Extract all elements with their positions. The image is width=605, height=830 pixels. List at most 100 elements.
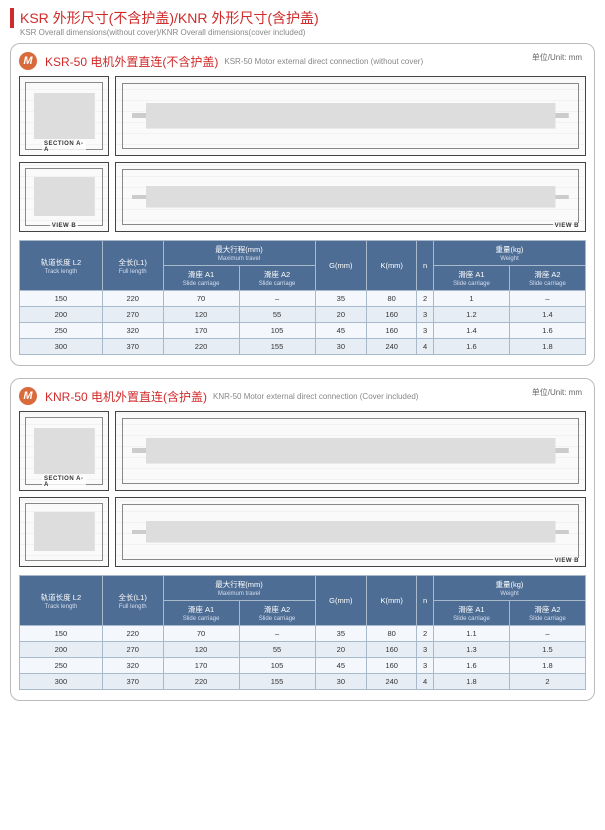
cell: 3 — [417, 642, 434, 658]
table-head: 轨道长度 L2Track length全长(L1)Full length最大行程… — [20, 576, 586, 626]
th: K(mm) — [367, 241, 417, 291]
cell: 1.8 — [509, 658, 585, 674]
drawing-top-view — [115, 411, 586, 491]
cell: 170 — [163, 323, 239, 339]
section-title-en: KSR-50 Motor external direct connection … — [224, 57, 423, 66]
table-body: 15022070–358021.1–200270120552016031.31.… — [20, 626, 586, 690]
cell: 160 — [367, 323, 417, 339]
cell: 105 — [239, 323, 315, 339]
th-group: 重量(kg)Weight — [433, 576, 585, 601]
cell: 4 — [417, 339, 434, 355]
cell: 3 — [417, 658, 434, 674]
th-group: 重量(kg)Weight — [433, 241, 585, 266]
cell: 1.4 — [433, 323, 509, 339]
cell: – — [239, 626, 315, 642]
th: n — [417, 241, 434, 291]
cell: 1.1 — [433, 626, 509, 642]
cell: 35 — [315, 291, 367, 307]
engineering-drawings: SECTION A-A VIEW B VIEW B — [19, 76, 586, 232]
cell: 1.8 — [509, 339, 585, 355]
cell: 300 — [20, 339, 103, 355]
cell: 1.6 — [433, 339, 509, 355]
cell: 220 — [163, 339, 239, 355]
page-header: KSR 外形尺寸(不含护盖)/KNR 外形尺寸(含护盖) KSR Overall… — [10, 8, 595, 37]
table-row: 15022070–358021.1– — [20, 626, 586, 642]
cell: 2 — [417, 291, 434, 307]
cell: 220 — [102, 291, 163, 307]
cell: 150 — [20, 291, 103, 307]
cell: 160 — [367, 658, 417, 674]
cell: 1.6 — [433, 658, 509, 674]
header-en: KSR Overall dimensions(without cover)/KN… — [10, 28, 595, 37]
cell: 1.6 — [509, 323, 585, 339]
section-title-en: KNR-50 Motor external direct connection … — [213, 392, 418, 401]
cell: 300 — [20, 674, 103, 690]
cell: 370 — [102, 674, 163, 690]
cell: 2 — [509, 674, 585, 690]
th: n — [417, 576, 434, 626]
cell: 240 — [367, 339, 417, 355]
cell: 3 — [417, 323, 434, 339]
drawing-iso-view: VIEW B — [115, 162, 586, 232]
header-cn: KSR 外形尺寸(不含护盖)/KNR 外形尺寸(含护盖) — [20, 8, 319, 28]
th: G(mm) — [315, 576, 367, 626]
cell: 250 — [20, 323, 103, 339]
cell: 1.4 — [509, 307, 585, 323]
cell: – — [509, 291, 585, 307]
cell: 370 — [102, 339, 163, 355]
cell: 4 — [417, 674, 434, 690]
section-title-row: M KSR-50 电机外置直连(不含护盖) KSR-50 Motor exter… — [19, 52, 586, 70]
drawing-label: VIEW B — [50, 223, 78, 229]
cell: 270 — [102, 307, 163, 323]
drawing-label: SECTION A-A — [42, 476, 86, 488]
cell: 1.3 — [433, 642, 509, 658]
drawing-section-aa: SECTION A-A — [19, 411, 109, 491]
spec-table-ksr50: 轨道长度 L2Track length全长(L1)Full length最大行程… — [19, 240, 586, 355]
th: 全长(L1)Full length — [102, 241, 163, 291]
drawing-view-b-left — [19, 497, 109, 567]
drawing-section-aa: SECTION A-A — [19, 76, 109, 156]
section-title-cn: KSR-50 电机外置直连(不含护盖) — [45, 53, 218, 70]
th-sub: 滑座 A2Slide carriage — [509, 601, 585, 626]
engineering-drawings: SECTION A-A VIEW B — [19, 411, 586, 567]
cell: 70 — [163, 291, 239, 307]
cell: 1.8 — [433, 674, 509, 690]
drawing-iso-view: VIEW B — [115, 497, 586, 567]
cell: 150 — [20, 626, 103, 642]
motor-badge-icon: M — [19, 52, 37, 70]
cell: 30 — [315, 339, 367, 355]
cell: 200 — [20, 307, 103, 323]
cell: 35 — [315, 626, 367, 642]
th: 轨道长度 L2Track length — [20, 576, 103, 626]
cell: 30 — [315, 674, 367, 690]
table-body: 15022070–358021–200270120552016031.21.42… — [20, 291, 586, 355]
cell: 80 — [367, 626, 417, 642]
cell: – — [509, 626, 585, 642]
cell: 240 — [367, 674, 417, 690]
cell: 3 — [417, 307, 434, 323]
cell: 160 — [367, 307, 417, 323]
cell: 20 — [315, 642, 367, 658]
cell: 120 — [163, 307, 239, 323]
cell: 320 — [102, 658, 163, 674]
cell: 80 — [367, 291, 417, 307]
cell: 70 — [163, 626, 239, 642]
drawing-top-view — [115, 76, 586, 156]
cell: 170 — [163, 658, 239, 674]
cell: 160 — [367, 642, 417, 658]
th-sub: 滑座 A1Slide carriage — [433, 266, 509, 291]
th: 轨道长度 L2Track length — [20, 241, 103, 291]
cell: – — [239, 291, 315, 307]
table-row: 2503201701054516031.41.6 — [20, 323, 586, 339]
drawing-view-b-left: VIEW B — [19, 162, 109, 232]
th: 全长(L1)Full length — [102, 576, 163, 626]
cell: 55 — [239, 307, 315, 323]
th-sub: 滑座 A1Slide carriage — [163, 266, 239, 291]
section-title-cn: KNR-50 电机外置直连(含护盖) — [45, 388, 207, 405]
drawing-label: VIEW B — [553, 223, 581, 229]
th-sub: 滑座 A2Slide carriage — [239, 601, 315, 626]
cell: 120 — [163, 642, 239, 658]
cell: 200 — [20, 642, 103, 658]
cell: 1.2 — [433, 307, 509, 323]
cell: 105 — [239, 658, 315, 674]
